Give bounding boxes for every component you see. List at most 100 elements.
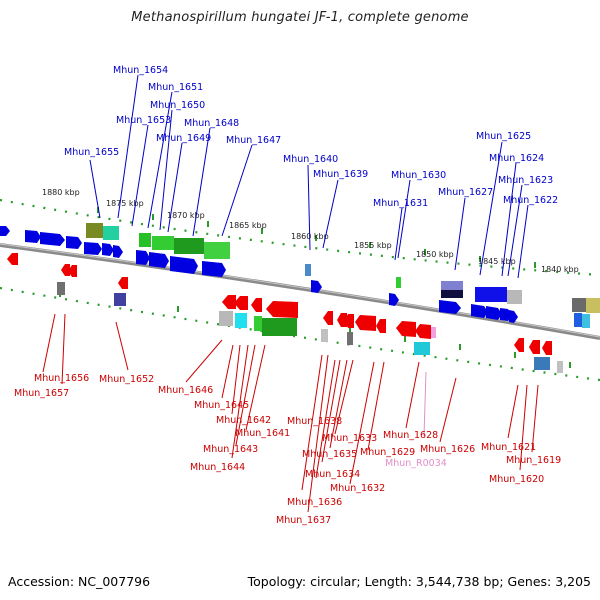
gene-label[interactable]: Mhun_1621 (481, 442, 536, 453)
rna-feature[interactable] (431, 327, 436, 338)
gene-arrow-reverse[interactable] (68, 265, 77, 277)
gene-box-green[interactable] (139, 233, 151, 247)
gene-box-darkgreen[interactable] (262, 318, 297, 336)
gene-arrow-reverse[interactable] (344, 314, 354, 328)
gene-label[interactable]: Mhun_1647 (226, 135, 281, 146)
gene-label[interactable]: Mhun_1641 (235, 428, 290, 439)
gene-box-navy[interactable] (441, 290, 463, 298)
gene-box-grey[interactable] (572, 298, 586, 312)
gene-label[interactable]: Mhun_1620 (489, 474, 544, 485)
gene-arrow[interactable] (311, 280, 322, 293)
gene-label[interactable]: Mhun_1628 (383, 430, 438, 441)
gene-box-grey[interactable] (347, 332, 353, 345)
gene-label[interactable]: Mhun_1627 (438, 187, 493, 198)
gene-arrow[interactable] (40, 232, 65, 246)
gene-label[interactable]: Mhun_1648 (184, 118, 239, 129)
gene-box-teal[interactable] (414, 342, 430, 355)
gene-label[interactable]: Mhun_1645 (194, 400, 249, 411)
gene-arrow[interactable] (509, 310, 518, 323)
gene-arrow[interactable] (389, 293, 399, 306)
gene-box-olive[interactable] (86, 223, 103, 238)
gene-box-olive[interactable] (586, 298, 600, 313)
gene-arrow-reverse[interactable] (234, 296, 248, 310)
gene-box-grey[interactable] (321, 329, 328, 342)
gene-label[interactable]: Mhun_1657 (14, 388, 69, 399)
gene-arrow[interactable] (102, 243, 114, 256)
gene-box-teal[interactable] (103, 226, 119, 240)
gene-label[interactable]: Mhun_1634 (305, 469, 360, 480)
gene-arrow[interactable] (0, 226, 10, 236)
gene-box-grey[interactable] (507, 290, 522, 304)
gene-arrow-reverse[interactable] (323, 311, 333, 325)
gene-arrow-reverse[interactable] (251, 298, 262, 312)
gene-label[interactable]: Mhun_1656 (34, 373, 89, 384)
gene-label[interactable]: Mhun_R0034 (385, 458, 447, 469)
gene-box-darkgreen[interactable] (174, 238, 204, 254)
gene-arrow-reverse[interactable] (355, 315, 376, 331)
gene-box-grey[interactable] (57, 282, 65, 295)
gene-label[interactable]: Mhun_1650 (150, 100, 205, 111)
gene-label[interactable]: Mhun_1638 (287, 416, 342, 427)
gene-arrow-reverse[interactable] (337, 313, 347, 327)
gene-label[interactable]: Mhun_1635 (302, 449, 357, 460)
gene-box-cyan[interactable] (235, 313, 247, 328)
gene-arrow[interactable] (202, 261, 226, 277)
gene-arrow-reverse[interactable] (118, 277, 128, 289)
gene-label[interactable]: Mhun_1626 (420, 444, 475, 455)
gene-arrow-reverse[interactable] (61, 264, 70, 276)
gene-label[interactable]: Mhun_1642 (216, 415, 271, 426)
gene-label[interactable]: Mhun_1636 (287, 497, 342, 508)
gene-label[interactable]: Mhun_1633 (322, 433, 377, 444)
gene-label[interactable]: Mhun_1652 (99, 374, 154, 385)
gene-arrow[interactable] (439, 300, 461, 314)
gene-arrow[interactable] (170, 256, 198, 274)
gene-label[interactable]: Mhun_1637 (276, 515, 331, 526)
gene-label[interactable]: Mhun_1630 (391, 170, 446, 181)
gene-box-green[interactable] (152, 236, 174, 250)
gene-box-steel[interactable] (534, 357, 550, 370)
gene-box-green[interactable] (396, 277, 401, 288)
gene-arrow[interactable] (471, 304, 488, 318)
gene-box-purple[interactable] (441, 281, 463, 290)
gene-arrow[interactable] (25, 230, 41, 243)
gene-label[interactable]: Mhun_1624 (489, 153, 544, 164)
gene-label[interactable]: Mhun_1655 (64, 147, 119, 158)
gene-arrow[interactable] (149, 252, 169, 268)
gene-label[interactable]: Mhun_1639 (313, 169, 368, 180)
gene-label[interactable]: Mhun_1623 (498, 175, 553, 186)
gene-arrow-reverse[interactable] (415, 324, 431, 339)
gene-box-green[interactable] (204, 242, 230, 259)
gene-arrow-reverse[interactable] (542, 341, 552, 355)
gene-label[interactable]: Mhun_1629 (360, 447, 415, 458)
gene-arrow-reverse[interactable] (222, 295, 236, 309)
gene-label[interactable]: Mhun_1653 (116, 115, 171, 126)
gene-label[interactable]: Mhun_1640 (283, 154, 338, 165)
gene-box-indigo[interactable] (114, 293, 126, 306)
gene-arrow[interactable] (66, 236, 82, 249)
gene-box-green[interactable] (254, 316, 262, 331)
gene-label[interactable]: Mhun_1625 (476, 131, 531, 142)
gene-arrow-reverse[interactable] (529, 340, 540, 354)
gene-box-blue[interactable] (574, 313, 582, 327)
gene-box-grey[interactable] (219, 311, 233, 326)
gene-label[interactable]: Mhun_1644 (190, 462, 245, 473)
gene-arrow[interactable] (84, 242, 102, 255)
gene-box-grey[interactable] (557, 361, 563, 373)
gene-arrow[interactable] (113, 245, 123, 258)
gene-label[interactable]: Mhun_1632 (330, 483, 385, 494)
gene-arrow-reverse[interactable] (7, 253, 18, 265)
gene-arrow[interactable] (136, 250, 150, 265)
gene-label[interactable]: Mhun_1631 (373, 198, 428, 209)
gene-label[interactable]: Mhun_1622 (503, 195, 558, 206)
gene-label[interactable]: Mhun_1649 (156, 133, 211, 144)
gene-box-cyan[interactable] (582, 314, 590, 328)
gene-label[interactable]: Mhun_1654 (113, 65, 168, 76)
gene-arrow-reverse[interactable] (514, 338, 524, 352)
gene-arrow-reverse[interactable] (396, 321, 416, 337)
gene-arrow-reverse[interactable] (266, 301, 298, 318)
gene-arrow-reverse[interactable] (376, 319, 386, 333)
gene-box-blue[interactable] (475, 287, 507, 302)
gene-label[interactable]: Mhun_1646 (158, 385, 213, 396)
gene-arrow[interactable] (486, 306, 502, 320)
gene-box-steel[interactable] (305, 264, 311, 276)
